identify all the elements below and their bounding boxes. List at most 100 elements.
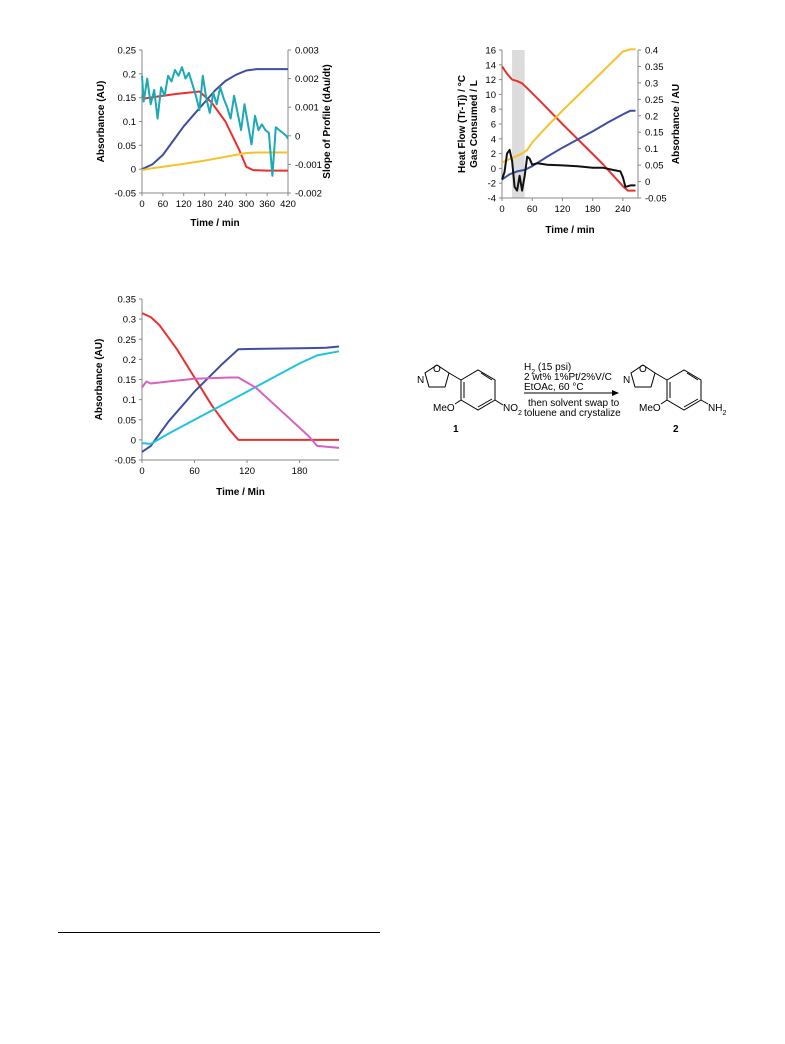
- reaction-scheme: O N MeO NO2 1 H2 (15 psi) 2 wt% 1%Pt/2%V…: [417, 362, 726, 435]
- y2-tick-label: 0.25: [645, 95, 664, 106]
- compound-2-NH2: NH2: [708, 403, 726, 417]
- y2-tick-label: 0.3: [645, 78, 658, 89]
- y-tick-label: 0.15: [118, 375, 137, 386]
- arrow-head-icon: [612, 390, 619, 396]
- y2-tick-label: -0.002: [295, 189, 322, 200]
- y-tick-label: 12: [485, 75, 496, 86]
- series-line-0: [501, 65, 636, 192]
- series-line-3: [141, 376, 340, 449]
- x-axis-label: Time / Min: [216, 487, 265, 498]
- x-tick-label: 0: [139, 466, 144, 477]
- compound-2-structure: [630, 364, 709, 411]
- x-tick-label: 240: [217, 199, 233, 210]
- compound-2-MeO: MeO: [639, 403, 661, 414]
- reagents-line4: then solvent swap to: [528, 398, 620, 409]
- x-tick-label: 300: [238, 199, 254, 210]
- reagents-line2: 2 wt% 1%Pt/2%V/C: [524, 372, 612, 383]
- x-tick-label: 420: [280, 199, 296, 210]
- series-line-1: [141, 345, 340, 453]
- series-line-1: [501, 48, 636, 164]
- y-axis-label: Heat Flow (Tr-Tj) / °C: [457, 75, 468, 173]
- y-tick-label: 0: [131, 165, 136, 176]
- x-tick-label: 240: [615, 204, 631, 215]
- x-tick-label: 0: [499, 204, 504, 215]
- y-tick-label: 0.1: [123, 395, 136, 406]
- y-tick-label: 0.25: [118, 335, 137, 346]
- y-tick-label: 0.2: [123, 355, 136, 366]
- y2-tick-label: -0.001: [295, 160, 322, 171]
- compound-2-O: O: [639, 364, 647, 375]
- x-axis-label: Time / min: [545, 225, 594, 236]
- x-tick-label: 180: [292, 466, 308, 477]
- y-tick-label: 0: [131, 435, 136, 446]
- y2-tick-label: 0.05: [645, 161, 664, 172]
- y2-tick-label: 0.001: [295, 103, 319, 114]
- y-tick-label: 0.1: [123, 117, 136, 128]
- series-line-2: [141, 151, 288, 172]
- compound-1-N: N: [417, 375, 424, 386]
- y-tick-label: 6: [491, 120, 496, 131]
- y2-tick-label: -0.05: [645, 194, 667, 205]
- y-tick-label: 0.15: [118, 93, 137, 104]
- series-line-1: [141, 68, 288, 171]
- y-tick-label: -0.05: [114, 456, 136, 467]
- series-line-0: [141, 312, 339, 441]
- y-tick-label: 0.2: [123, 69, 136, 80]
- shaded-region: [512, 50, 525, 198]
- series-line-0: [141, 90, 288, 172]
- y-tick-label: 8: [491, 105, 496, 116]
- y2-tick-label: 0.1: [645, 144, 658, 155]
- x-tick-label: 0: [139, 199, 144, 210]
- x-tick-label: 120: [176, 199, 192, 210]
- y-tick-label: 0.3: [123, 315, 136, 326]
- y2-tick-label: 0.35: [645, 62, 664, 73]
- y-tick-label: 2: [491, 149, 496, 160]
- y2-tick-label: 0: [645, 177, 650, 188]
- y-tick-label: 0.25: [118, 46, 137, 57]
- y2-tick-label: 0.002: [295, 74, 319, 85]
- compound-1-MeO: MeO: [433, 403, 455, 414]
- y-axis-label: Absorbance (AU): [96, 81, 107, 163]
- y2-tick-label: 0: [295, 131, 300, 142]
- x-tick-label: 180: [585, 204, 601, 215]
- y-tick-label: 10: [485, 90, 496, 101]
- compound-2-N: N: [623, 375, 630, 386]
- series-line-3: [501, 148, 636, 192]
- x-tick-label: 180: [197, 199, 213, 210]
- x-tick-label: 60: [158, 199, 169, 210]
- compound-2-label: 2: [673, 424, 679, 435]
- reagents-line5: toluene and crystalize: [524, 408, 621, 419]
- y2-axis-label: Absorbance / AU: [671, 84, 682, 164]
- footnote-rule: [58, 932, 380, 933]
- y-axis-label: Absorbance (AU): [94, 339, 105, 421]
- y2-axis-label: Slope of Profile (dAu/dt): [322, 64, 333, 178]
- y2-tick-label: 0.4: [645, 46, 658, 57]
- chart-absorbance-slope: -0.0500.050.10.150.20.25-0.002-0.00100.0…: [96, 46, 333, 230]
- compound-1-structure: [424, 364, 504, 411]
- x-tick-label: 60: [189, 466, 200, 477]
- compound-1-O: O: [433, 364, 441, 375]
- y-axis-label-secondary: Gas Consumed / L: [469, 80, 480, 168]
- y-tick-label: 4: [491, 134, 496, 145]
- x-tick-label: 60: [527, 204, 538, 215]
- y-tick-label: -0.05: [114, 189, 136, 200]
- reagents-line3: EtOAc, 60 °C: [524, 382, 584, 393]
- x-axis-label: Time / min: [190, 218, 239, 229]
- y-tick-label: -2: [488, 179, 496, 190]
- y-tick-label: 0.05: [118, 415, 137, 426]
- series-line-2: [501, 109, 636, 181]
- series-line-3: [141, 66, 289, 177]
- compound-1-NO2: NO2: [503, 403, 522, 417]
- y2-tick-label: 0.2: [645, 111, 658, 122]
- compound-1-label: 1: [453, 424, 459, 435]
- y-tick-label: 0.05: [118, 141, 137, 152]
- reagents-line1: H2 (15 psi): [524, 362, 571, 376]
- x-tick-label: 120: [239, 466, 255, 477]
- y-tick-label: 0.35: [118, 295, 137, 306]
- y2-tick-label: 0.003: [295, 46, 319, 57]
- y-tick-label: 16: [485, 46, 496, 57]
- x-tick-label: 360: [259, 199, 275, 210]
- y2-tick-label: 0.15: [645, 128, 664, 139]
